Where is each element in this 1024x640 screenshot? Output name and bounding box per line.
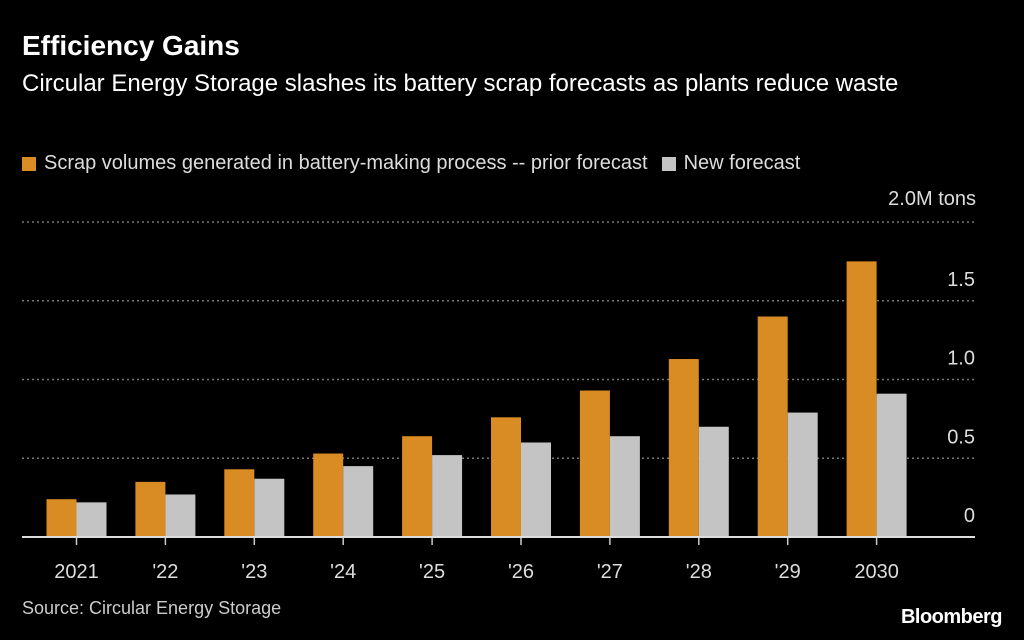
bar-prior-forecast — [491, 417, 521, 537]
bar-new-forecast — [254, 478, 285, 537]
bar-new-forecast — [876, 393, 907, 537]
bar-new-forecast — [521, 442, 551, 537]
chart-title: Efficiency Gains — [22, 30, 240, 61]
x-tick-label: 2021 — [54, 561, 99, 583]
x-tick-label: '22 — [152, 561, 178, 583]
bar-prior-forecast — [846, 261, 877, 537]
bar-new-forecast — [343, 466, 374, 537]
bar-new-forecast — [76, 502, 107, 537]
bar-prior-forecast — [313, 453, 344, 537]
legend-swatch-new — [661, 156, 676, 171]
bar-new-forecast — [787, 412, 818, 537]
x-tick-label: '25 — [419, 561, 445, 583]
bar-prior-forecast — [135, 481, 166, 537]
chart-subtitle: Circular Energy Storage slashes its batt… — [22, 70, 899, 97]
bar-prior-forecast — [46, 499, 77, 537]
legend-item-prior: Scrap volumes generated in battery-makin… — [22, 152, 648, 175]
legend-label-prior: Scrap volumes generated in battery-makin… — [44, 152, 648, 174]
y-tick-label: 1.5 — [947, 269, 975, 291]
x-tick-label: '26 — [508, 561, 534, 583]
y-tick-label: 0.5 — [947, 426, 975, 448]
x-tick-label: '27 — [597, 561, 623, 583]
bar-prior-forecast — [224, 469, 255, 537]
bar-prior-forecast — [757, 316, 788, 537]
x-tick-label: 2030 — [854, 561, 899, 583]
source-note: Source: Circular Energy Storage — [22, 598, 282, 618]
bloomberg-logo: Bloomberg — [900, 606, 1003, 628]
legend-swatch-prior — [22, 156, 36, 171]
bar-new-forecast — [698, 426, 729, 537]
bar-new-forecast — [165, 494, 196, 537]
x-tick-label: '24 — [330, 561, 356, 583]
bar-new-forecast — [432, 455, 463, 537]
bar-prior-forecast — [402, 436, 433, 537]
y-tick-label: 0 — [964, 505, 975, 527]
legend: Scrap volumes generated in battery-makin… — [22, 152, 814, 175]
x-tick-label: '28 — [686, 561, 712, 583]
legend-item-new: New forecast — [661, 152, 801, 175]
bar-prior-forecast — [668, 359, 699, 537]
bar-prior-forecast — [579, 390, 610, 537]
y-axis-unit-label: 2.0M tons — [888, 188, 976, 210]
x-tick-label: '29 — [775, 561, 801, 583]
legend-label-new: New forecast — [683, 152, 801, 174]
x-tick-label: '23 — [241, 561, 267, 583]
bar-new-forecast — [609, 436, 640, 537]
y-tick-label: 1.0 — [947, 348, 975, 370]
